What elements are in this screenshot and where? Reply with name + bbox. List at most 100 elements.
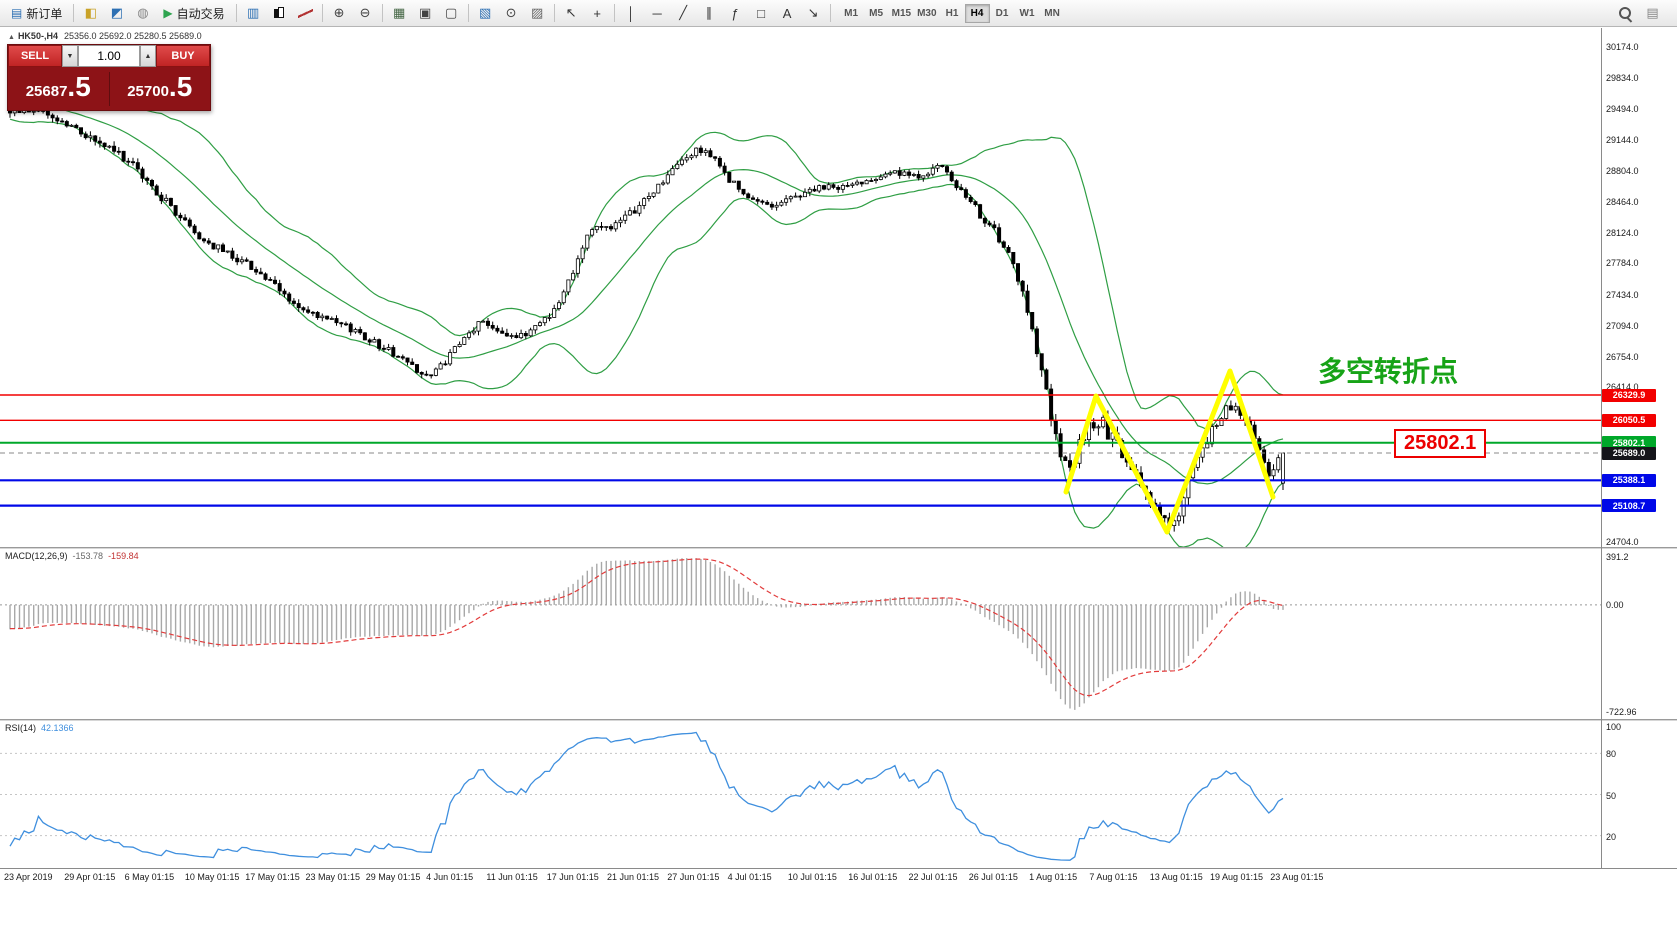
toolbar-separator: [613, 4, 615, 22]
candlestick-chart-icon[interactable]: [267, 2, 292, 25]
price-tag-26050.5[interactable]: 26050.5: [1602, 413, 1656, 427]
crosshair-icon[interactable]: +: [593, 5, 601, 21]
sell-price-main: 25687: [25, 82, 68, 100]
time-label-7: 4 Jun 01:15: [426, 872, 474, 882]
fibonacci-icon[interactable]: ƒ: [731, 5, 739, 21]
time-label-8: 11 Jun 01:15: [486, 872, 538, 882]
macd-pane[interactable]: [0, 549, 1601, 719]
price-axis-label-27434.0: 27434.0: [1606, 290, 1639, 301]
turning-point-annotation[interactable]: 多空转折点: [1318, 355, 1459, 388]
toolbar-separator: [235, 4, 237, 22]
text-icon[interactable]: A: [782, 5, 792, 21]
time-label-4: 17 May 01:15: [245, 872, 300, 882]
cursor-icon[interactable]: ↖: [565, 5, 577, 20]
sell-price[interactable]: 25687.5: [8, 65, 109, 113]
price-tag-25689.0[interactable]: 25689.0: [1602, 446, 1656, 460]
rsi-pane[interactable]: [0, 721, 1601, 868]
new-window-icon[interactable]: ▤: [1646, 5, 1659, 20]
rsi-scale-100: 100: [1606, 722, 1622, 732]
buy-price-main: 25700: [127, 82, 169, 100]
rsi-line: [9, 731, 1284, 861]
market-watch-icon[interactable]: ◧: [84, 5, 97, 20]
line-chart-icon: [297, 6, 313, 20]
autotrading-button[interactable]: ▶ 自动交易: [156, 2, 231, 25]
timeframe-h4-button[interactable]: H4: [964, 3, 990, 23]
macd-name: MACD(12,26,9): [5, 551, 68, 561]
macd-scale-max: 391.2: [1606, 552, 1629, 562]
price-tag-25108.7[interactable]: 25108.7: [1602, 499, 1656, 513]
zoom-in-icon[interactable]: ⊕: [333, 5, 345, 20]
trade-panel-quotes: 25687.5 25700.5: [8, 67, 210, 110]
timeframe-mn-button[interactable]: MN: [1044, 7, 1060, 19]
price-tag-26329.9[interactable]: 26329.9: [1602, 388, 1656, 402]
channel-icon[interactable]: ∥: [705, 5, 713, 20]
bollinger-lower-band: [9, 118, 1284, 547]
vertical-line-icon[interactable]: │: [627, 5, 636, 21]
horizontal-line-icon[interactable]: ─: [652, 5, 662, 21]
new-order-button-label: 新订单: [26, 6, 63, 21]
macd-scale-min: -722.96: [1606, 707, 1637, 717]
price-axis-label-28804.0: 28804.0: [1606, 166, 1639, 177]
shapes-icon[interactable]: □: [757, 5, 766, 21]
alerts-icon[interactable]: ◍: [137, 5, 149, 20]
toolbar: ▤ 新订单 ◧ ◩ ◍ ▶ 自动交易 ▥ ⊕ ⊖ ▦ ▣ ▢ ▧ ⊙ ▨ ↖ + │ ─ ╱ ∥ ƒ □ A ↘ M1 M5 M15 M3…: [0, 0, 1677, 27]
period-icon[interactable]: ⊙: [505, 5, 517, 20]
time-axis-border: [0, 868, 1677, 869]
time-label-5: 23 May 01:15: [305, 872, 361, 882]
auto-arrange-icon[interactable]: ▣: [418, 5, 432, 20]
buy-button[interactable]: BUY: [156, 45, 210, 67]
volume-increase-button[interactable]: ▲: [140, 45, 156, 67]
template-icon[interactable]: ▨: [530, 5, 544, 20]
volume-decrease-button[interactable]: ▼: [62, 45, 78, 67]
buy-price-big: .5: [168, 70, 193, 102]
bollinger-middle-band: [9, 89, 1284, 485]
time-label-6: 29 May 01:15: [365, 872, 421, 882]
price-callout-annotation[interactable]: 25802.1: [1394, 429, 1487, 458]
chart-ohlc-values: 25356.0 25692.0 25280.5 25689.0: [63, 31, 202, 41]
rsi-scale-80: 80: [1606, 749, 1617, 760]
pane-separator[interactable]: [0, 547, 1677, 549]
price-axis-label-30174.0: 30174.0: [1606, 42, 1639, 52]
toolbar-right-group: ▤: [1612, 2, 1673, 25]
candlestick-chart-icon: [272, 5, 286, 21]
bar-chart-icon[interactable]: ▥: [246, 5, 260, 20]
chart-title-ohlc: ▲ HK50-,H4 25356.0 25692.0 25280.5 25689.0: [8, 31, 202, 41]
macd-header: MACD(12,26,9) -153.78 -159.84: [5, 551, 139, 561]
search-icon[interactable]: [1612, 2, 1637, 25]
price-tag-25388.1[interactable]: 25388.1: [1602, 473, 1656, 487]
macd-signal-value: -159.84: [108, 551, 139, 561]
timeframe-d1-button[interactable]: D1: [995, 7, 1009, 19]
rsi-value: 42.1366: [41, 723, 74, 733]
timeframe-w1-button[interactable]: W1: [1019, 7, 1035, 19]
data-window-icon[interactable]: ◩: [110, 5, 123, 20]
price-tag-25802.1[interactable]: 25802.1: [1602, 436, 1656, 450]
sell-button[interactable]: SELL: [8, 45, 62, 67]
grid-icon[interactable]: ▢: [444, 5, 458, 20]
price-axis-label-29494.0: 29494.0: [1606, 103, 1639, 114]
panel-collapse-icon[interactable]: ▲: [8, 34, 15, 41]
price-axis-label-27784.0: 27784.0: [1606, 258, 1639, 269]
trendline-icon[interactable]: ╱: [679, 5, 688, 20]
timeframe-h1-button[interactable]: H1: [945, 7, 959, 19]
price-axis-label-24704.0: 24704.0: [1606, 537, 1639, 548]
autotrading-button-label: 自动交易: [176, 6, 225, 21]
zigzag-annotation[interactable]: [1063, 368, 1276, 535]
timeframe-m1-button[interactable]: M1: [844, 7, 859, 19]
line-chart-icon[interactable]: [293, 2, 318, 25]
pane-separator[interactable]: [0, 719, 1677, 721]
zoom-out-icon[interactable]: ⊖: [359, 5, 371, 20]
arrows-icon[interactable]: ↘: [807, 5, 819, 20]
new-order-button[interactable]: ▤ 新订单: [4, 2, 69, 25]
timeframe-m5-button[interactable]: M5: [869, 7, 884, 19]
main-chart-pane[interactable]: [0, 28, 1601, 547]
timeframe-m15-button[interactable]: M15: [891, 7, 912, 19]
timeframe-m30-button[interactable]: M30: [917, 7, 937, 19]
volume-input[interactable]: [78, 45, 140, 67]
buy-price[interactable]: 25700.5: [110, 65, 211, 113]
price-axis-label-28124.0: 28124.0: [1606, 227, 1639, 238]
time-label-11: 27 Jun 01:15: [667, 872, 720, 882]
toolbar-separator: [829, 4, 831, 22]
tile-windows-icon[interactable]: ▦: [392, 5, 406, 20]
new-chart-icon[interactable]: ▧: [478, 5, 492, 20]
rsi-scale-20: 20: [1606, 831, 1617, 842]
